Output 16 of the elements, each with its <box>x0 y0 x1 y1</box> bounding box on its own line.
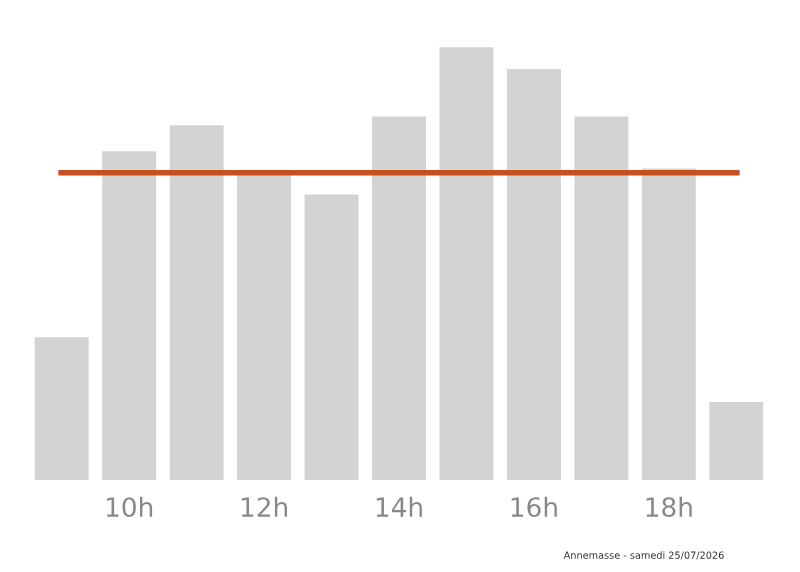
bar <box>34 337 89 480</box>
bar <box>506 68 561 480</box>
x-tick-label: 10h <box>106 496 153 518</box>
x-tick-label: 14h <box>376 496 422 517</box>
bar <box>102 151 157 480</box>
bar <box>304 194 359 480</box>
bar <box>372 116 426 480</box>
x-tick-label: 16h <box>511 496 557 518</box>
bar <box>641 168 696 480</box>
bar <box>439 47 494 480</box>
bar <box>237 172 292 480</box>
x-tick-label: 12h <box>241 496 287 517</box>
bar <box>574 116 629 480</box>
x-tick-label: 18h <box>646 496 692 518</box>
bar <box>709 402 764 480</box>
bar <box>169 125 224 480</box>
